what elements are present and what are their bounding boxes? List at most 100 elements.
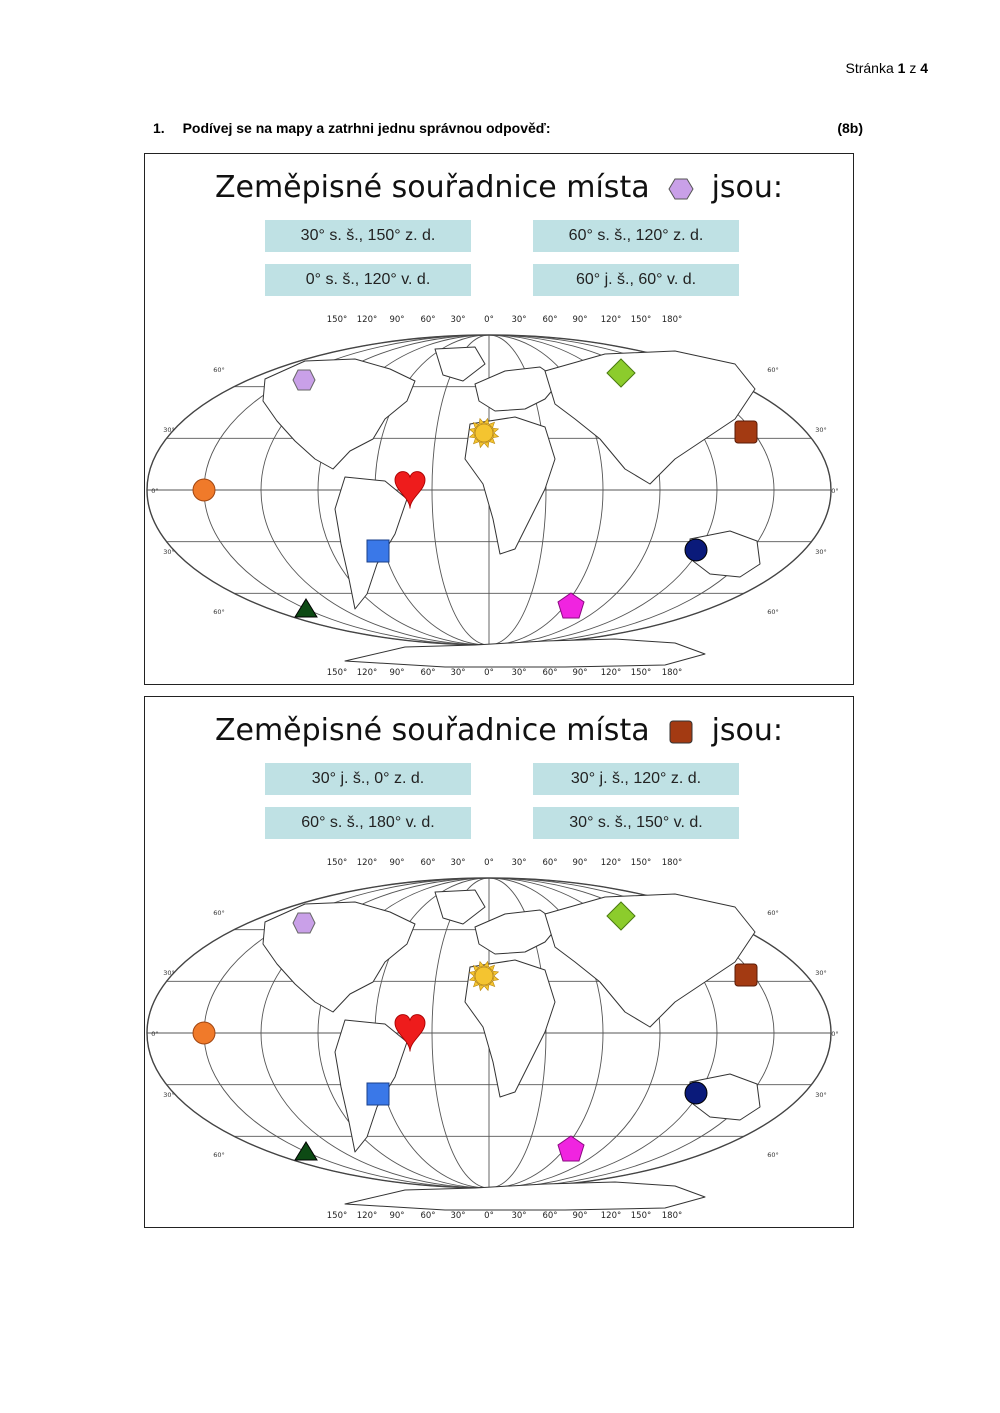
answer-option-2[interactable]: 60° s. š., 120° z. d. — [533, 220, 739, 252]
answer-option-4[interactable]: 60° j. š., 60° v. d. — [533, 264, 739, 296]
bottom-longitude-label: 30° — [450, 668, 465, 678]
bottom-longitude-label: 150° — [631, 1211, 651, 1221]
bottom-longitude-label: 90° — [572, 668, 587, 678]
meridian-line — [317, 877, 490, 1189]
answer-option-4[interactable]: 30° s. š., 150° v. d. — [533, 807, 739, 839]
square-icon — [668, 718, 694, 744]
hexagon-marker[interactable] — [292, 369, 316, 391]
right-latitude-label: 60° — [767, 366, 779, 374]
bottom-longitude-label: 60° — [420, 1211, 435, 1221]
left-latitude-label: 30° — [163, 1091, 175, 1099]
right-latitude-label: 0° — [831, 1030, 838, 1038]
top-longitude-label: 60° — [542, 315, 557, 325]
bottom-longitude-label: 180° — [662, 668, 682, 678]
top-longitude-label: 90° — [389, 858, 404, 868]
pentagon-marker[interactable] — [557, 1135, 585, 1162]
bottom-longitude-label: 120° — [601, 668, 621, 678]
top-longitude-label: 30° — [511, 858, 526, 868]
continent-asia — [544, 350, 756, 485]
answer-option-2[interactable]: 30° j. š., 120° z. d. — [533, 763, 739, 795]
bottom-longitude-label: 120° — [357, 1211, 377, 1221]
top-longitude-label: 150° — [631, 858, 651, 868]
heart-marker[interactable] — [394, 1014, 426, 1052]
continent-africa — [464, 416, 556, 555]
bottom-longitude-label: 0° — [484, 1211, 494, 1221]
right-latitude-label: 60° — [767, 608, 779, 616]
top-longitude-label: 120° — [601, 858, 621, 868]
top-longitude-label: 60° — [420, 858, 435, 868]
panel-title-text: Zeměpisné souřadnice místa — [214, 170, 650, 205]
triangle-marker[interactable] — [294, 598, 318, 618]
top-longitude-label: 0° — [484, 858, 494, 868]
top-longitude-label: 30° — [450, 315, 465, 325]
continent-greenland — [434, 346, 486, 382]
top-longitude-label: 60° — [420, 315, 435, 325]
circle-marker-orange[interactable] — [192, 478, 216, 502]
square-marker-brown[interactable] — [734, 420, 758, 444]
world-map: 150° 120° 90° 60° 30° 0° 30° 60° 90° 120° 150° 180°… — [146, 858, 839, 1221]
meridian-line — [488, 877, 718, 1189]
question-number: 1. — [153, 120, 165, 136]
triangle-marker[interactable] — [294, 1141, 318, 1161]
question-text: Podívej se na mapy a zatrhni jednu správ… — [182, 120, 551, 136]
page-word: Stránka — [845, 60, 894, 76]
square-marker-blue[interactable] — [366, 539, 390, 563]
pentagon-marker[interactable] — [557, 592, 585, 619]
top-longitude-label: 150° — [631, 315, 651, 325]
top-longitude-label: 180° — [662, 858, 682, 868]
top-longitude-label: 120° — [601, 315, 621, 325]
continent-antarctica — [344, 1181, 706, 1211]
diamond-marker[interactable] — [606, 358, 636, 388]
top-longitude-label: 150° — [327, 858, 347, 868]
square-marker-brown[interactable] — [734, 963, 758, 987]
continent-africa — [464, 959, 556, 1098]
page-number: Stránka 1 z 4 — [845, 60, 928, 76]
heart-marker[interactable] — [394, 471, 426, 509]
circle-marker-orange[interactable] — [192, 1021, 216, 1045]
right-latitude-label: 30° — [815, 426, 827, 434]
world-map: 150° 120° 90° 60° 30° 0° 30° 60° 90° 120° 150° 180°… — [146, 315, 839, 678]
right-latitude-label: 30° — [815, 969, 827, 977]
sun-marker[interactable] — [468, 960, 500, 992]
top-longitude-label: 120° — [357, 315, 377, 325]
meridian-line — [317, 334, 490, 646]
hexagon-marker[interactable] — [292, 912, 316, 934]
left-latitude-label: 0° — [151, 1030, 158, 1038]
bottom-longitude-label: 180° — [662, 1211, 682, 1221]
bottom-longitude-label: 150° — [327, 1211, 347, 1221]
top-longitude-label: 30° — [511, 315, 526, 325]
top-longitude-label: 60° — [542, 858, 557, 868]
square-marker-blue[interactable] — [366, 1082, 390, 1106]
hexagon-icon — [668, 175, 694, 201]
meridian-line — [488, 334, 718, 646]
circle-marker-navy[interactable] — [684, 538, 708, 562]
question-points: (8b) — [837, 120, 863, 136]
bottom-longitude-label: 30° — [450, 1211, 465, 1221]
right-latitude-label: 60° — [767, 1151, 779, 1159]
map-panel-2: Zeměpisné souřadnice místa jsou: 30° j. š.… — [144, 696, 854, 1228]
meridian-line — [260, 877, 490, 1189]
left-latitude-label: 60° — [213, 608, 225, 616]
sun-marker[interactable] — [468, 417, 500, 449]
panel-title: Zeměpisné souřadnice místa jsou: — [145, 713, 853, 748]
meridian-line — [488, 877, 604, 1189]
top-longitude-label: 150° — [327, 315, 347, 325]
top-longitude-label: 0° — [484, 315, 494, 325]
left-latitude-label: 60° — [213, 909, 225, 917]
bottom-longitude-label: 90° — [572, 1211, 587, 1221]
answer-option-3[interactable]: 0° s. š., 120° v. d. — [265, 264, 471, 296]
meridian-line — [488, 334, 547, 646]
diamond-marker[interactable] — [606, 901, 636, 931]
continent-asia — [544, 893, 756, 1028]
answer-option-3[interactable]: 60° s. š., 180° v. d. — [265, 807, 471, 839]
top-longitude-label: 90° — [572, 315, 587, 325]
answer-option-1[interactable]: 30° s. š., 150° z. d. — [265, 220, 471, 252]
circle-marker-navy[interactable] — [684, 1081, 708, 1105]
bottom-longitude-label: 60° — [420, 668, 435, 678]
answer-option-1[interactable]: 30° j. š., 0° z. d. — [265, 763, 471, 795]
bottom-longitude-label: 0° — [484, 668, 494, 678]
continent-australia — [689, 530, 761, 578]
continent-australia — [689, 1073, 761, 1121]
top-longitude-label: 120° — [357, 858, 377, 868]
panel-title-suffix: jsou: — [711, 713, 784, 748]
